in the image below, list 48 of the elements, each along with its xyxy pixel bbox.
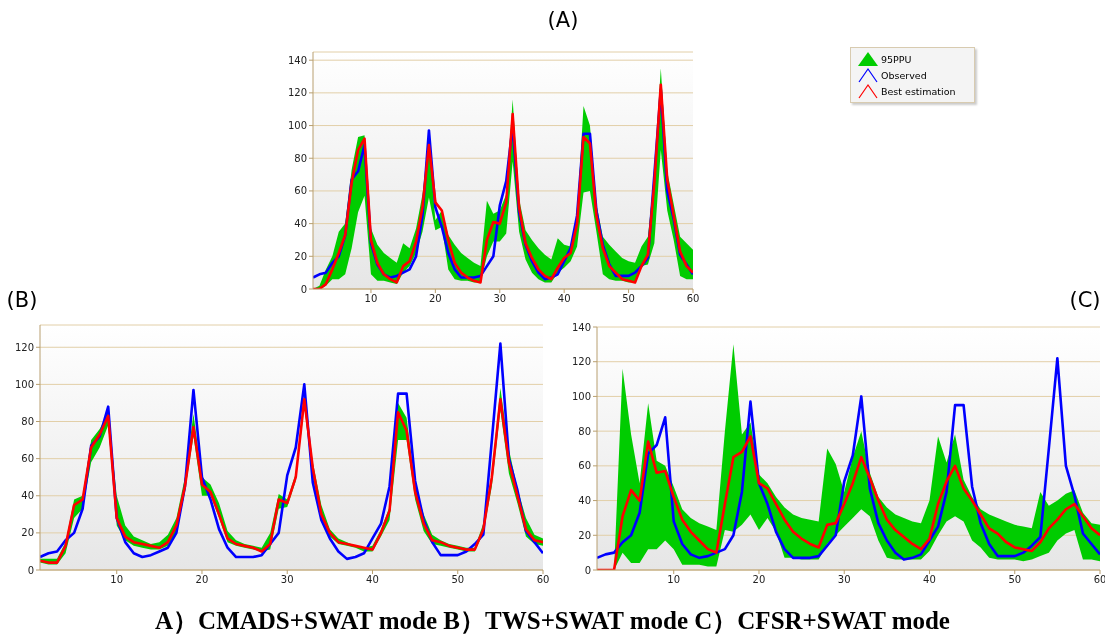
legend-label: 95PPU xyxy=(881,53,912,65)
y-tick-label: 40 xyxy=(21,490,34,502)
y-tick-label: 80 xyxy=(21,416,34,428)
y-tick-label: 0 xyxy=(300,283,307,295)
y-tick-label: 100 xyxy=(14,378,34,390)
y-tick-label: 120 xyxy=(571,356,591,368)
y-tick-label: 80 xyxy=(294,152,307,164)
legend-label: Best estimation xyxy=(881,85,956,97)
y-tick-label: 0 xyxy=(27,564,34,576)
y-tick-label: 20 xyxy=(21,527,34,539)
x-tick-label: 20 xyxy=(195,574,209,586)
y-tick-label: 60 xyxy=(294,185,307,197)
y-tick-label: 40 xyxy=(294,218,307,230)
x-tick-label: 40 xyxy=(923,574,936,586)
x-tick-label: 10 xyxy=(667,574,681,586)
x-tick-label: 20 xyxy=(752,574,766,586)
y-tick-label: 100 xyxy=(287,120,307,132)
y-tick-label: 0 xyxy=(584,564,591,576)
y-tick-label: 20 xyxy=(578,529,591,541)
x-tick-label: 60 xyxy=(1093,574,1105,586)
y-tick-label: 140 xyxy=(571,321,591,333)
y-tick-label: 120 xyxy=(287,87,307,99)
x-tick-label: 40 xyxy=(557,293,571,305)
y-tick-label: 140 xyxy=(287,54,307,66)
text: A）CMADS+SWAT mode B）TWS+SWAT mode C）CFSR+SWAT mode xyxy=(154,606,951,636)
x-tick-label: 30 xyxy=(493,293,507,305)
y-tick-label: 100 xyxy=(571,390,591,402)
y-tick-label: 80 xyxy=(578,425,591,437)
y-tick-label: 120 xyxy=(14,341,34,353)
y-tick-label: 20 xyxy=(294,250,307,262)
x-tick-label: 60 xyxy=(536,574,550,586)
chart-title: (C) xyxy=(1068,288,1102,312)
x-tick-label: 10 xyxy=(110,574,124,586)
x-tick-label: 50 xyxy=(451,574,465,586)
chart-title: (A) xyxy=(546,8,580,32)
x-tick-label: 50 xyxy=(1008,574,1022,586)
x-tick-label: 30 xyxy=(837,574,851,586)
x-tick-label: 50 xyxy=(622,293,635,305)
x-tick-label: 10 xyxy=(364,293,378,305)
x-tick-label: 20 xyxy=(429,293,442,305)
chart-title: (B) xyxy=(5,288,39,312)
x-tick-label: 60 xyxy=(686,293,700,305)
y-tick-label: 60 xyxy=(21,453,34,465)
legend-label: Observed xyxy=(881,69,927,81)
y-tick-label: 60 xyxy=(578,460,591,472)
x-tick-label: 30 xyxy=(280,574,294,586)
y-tick-label: 40 xyxy=(578,495,591,507)
x-tick-label: 40 xyxy=(366,574,379,586)
